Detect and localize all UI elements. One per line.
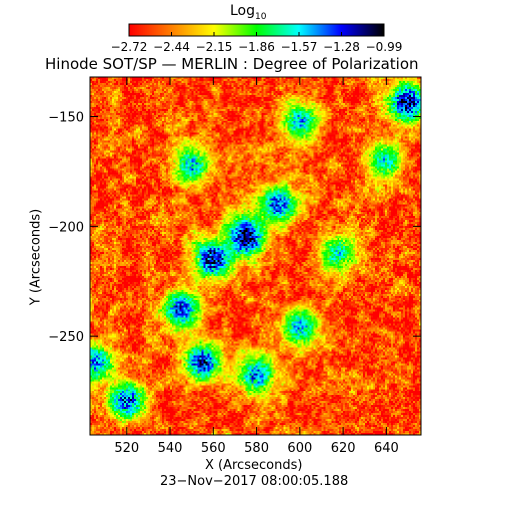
colorbar-tick-label: −0.99 — [366, 40, 403, 54]
x-tick-label: 540 — [158, 441, 183, 456]
x-tick-label: 600 — [287, 441, 312, 456]
x-tick-label: 620 — [331, 441, 356, 456]
chart-title: Hinode SOT/SP — MERLIN : Degree of Polar… — [45, 55, 419, 73]
y-tick-label: −200 — [48, 220, 84, 235]
x-tick-label: 560 — [201, 441, 226, 456]
colorbar-tick-label: −1.86 — [238, 40, 275, 54]
x-tick-label: 580 — [244, 441, 269, 456]
colorbar-tick-label: −1.57 — [281, 40, 318, 54]
y-axis-label: Y (Arcseconds) — [29, 209, 44, 305]
colorbar-tick-label: −2.72 — [111, 40, 148, 54]
timestamp: 23−Nov−2017 08:00:05.188 — [160, 474, 348, 489]
x-tick-label: 520 — [114, 441, 139, 456]
x-tick-label: 640 — [374, 441, 399, 456]
y-tick-label: −250 — [48, 330, 84, 345]
colorbar-tick-label: −2.44 — [153, 40, 190, 54]
colorbar-tick-label: −2.15 — [196, 40, 233, 54]
y-tick-label: −150 — [48, 111, 84, 126]
x-axis-label: X (Arcseconds) — [205, 458, 302, 473]
plot-frame — [90, 77, 421, 435]
colorbar-tick-label: −1.28 — [323, 40, 360, 54]
